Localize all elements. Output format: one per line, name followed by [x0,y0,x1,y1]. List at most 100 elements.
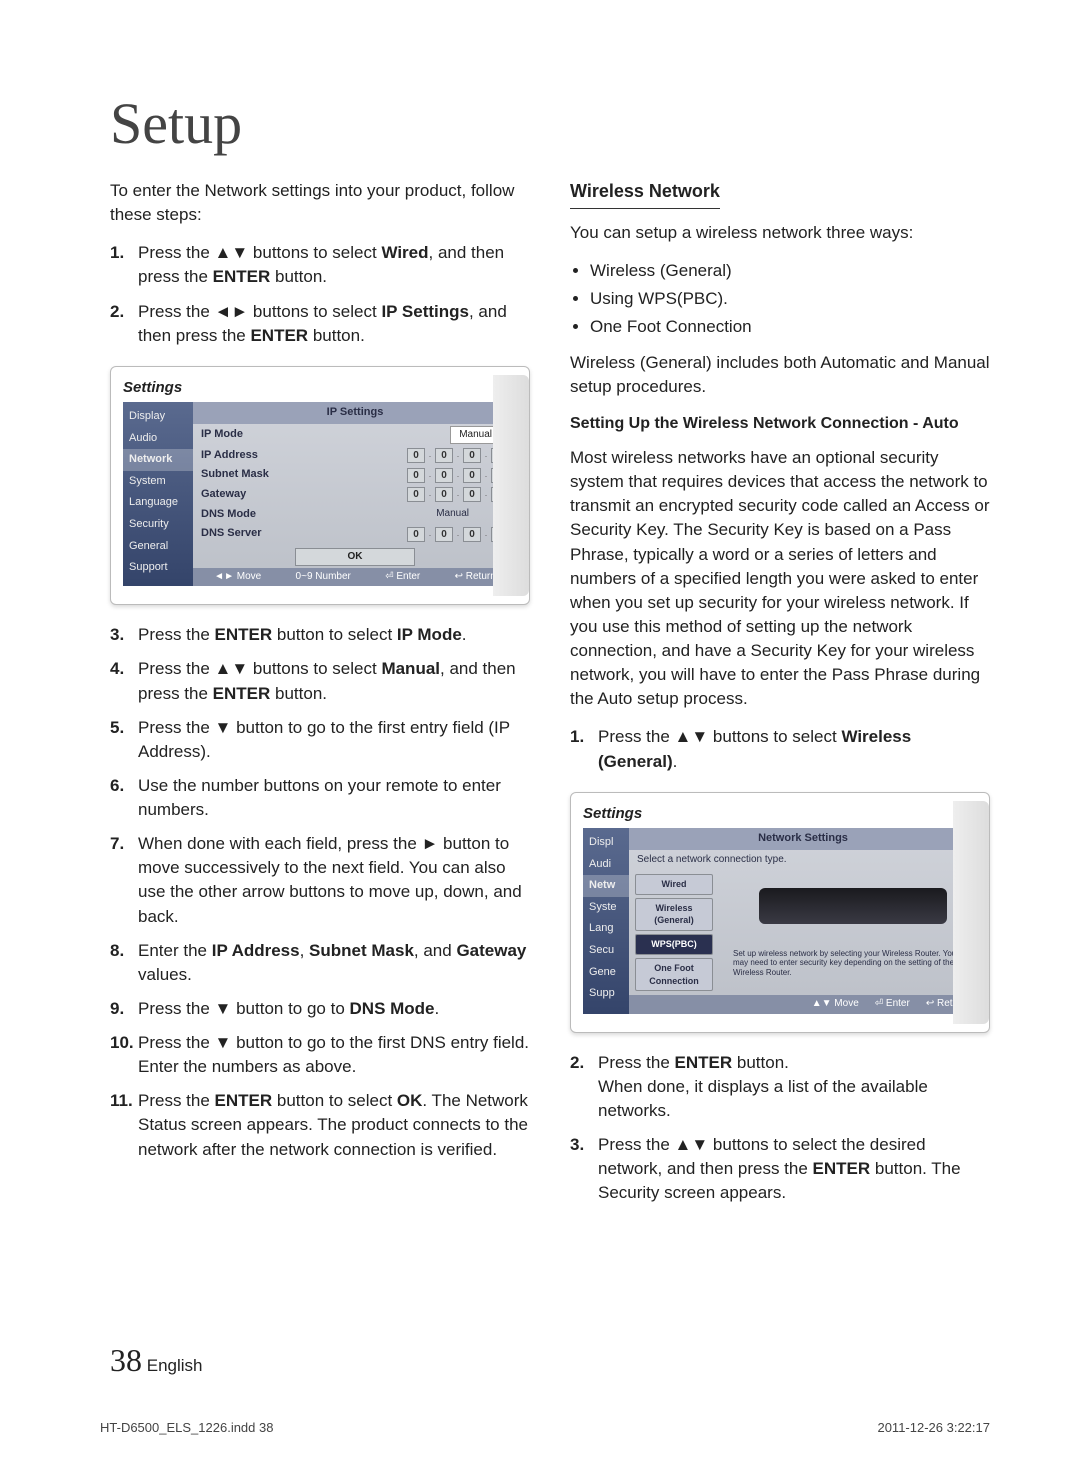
step-item: Use the number buttons on your remote to… [110,774,530,822]
ui1-row-label: IP Mode [201,427,444,443]
hint-item: ▲▼ Move [812,997,859,1011]
ui1-side-item[interactable]: Network [123,449,193,471]
ip-octet-group[interactable]: 0.0.0.0 [407,468,509,483]
ui2-panel-title: Network Settings [629,828,977,850]
file-info-right: 2011-12-26 3:22:17 [877,1420,990,1435]
ui2-side-item[interactable]: Gene [583,962,629,984]
ui1-row-label: Subnet Mask [201,467,401,483]
ip-octet-group[interactable]: 0.0.0.0 [407,487,509,502]
ui1-row: Gateway0.0.0.0 [193,485,517,505]
bullet-item: Wireless (General) [590,259,990,283]
left-column: To enter the Network settings into your … [110,179,530,1223]
step-item: Press the ▲▼ buttons to select Wireless … [570,725,990,773]
ui1-row-label: IP Address [201,448,401,464]
steps-b: Press the ENTER button to select IP Mode… [110,623,530,1161]
step-item: Press the ENTER button to select OK. The… [110,1089,530,1161]
steps-c: Press the ▲▼ buttons to select Wireless … [570,725,990,773]
ui2-prompt: Select a network connection type. [629,850,977,870]
ui1-side-item[interactable]: Language [123,492,193,514]
ui1-side-item[interactable]: Security [123,514,193,536]
hint-item: ↩ Return [926,997,967,1011]
ip-octet[interactable]: 0 [491,527,509,542]
intro-right: You can setup a wireless network three w… [570,221,990,245]
ip-octet-group[interactable]: 0.0.0.0 [407,527,509,542]
step-item: Press the ENTER button to select IP Mode… [110,623,530,647]
step-item: Press the ▲▼ buttons to select Wired, an… [110,241,530,289]
page-lang: English [147,1356,203,1375]
step-item: Press the ENTER button.When done, it dis… [570,1051,990,1123]
dns-mode-value: Manual [436,507,509,521]
ui2-main: Network Settings Select a network connec… [629,828,977,1014]
step-item: Press the ▼ button to go to DNS Mode. [110,997,530,1021]
ip-octet-group[interactable]: 0.0.0.0 [407,448,509,463]
ui1-side-item[interactable]: General [123,536,193,558]
network-type-option[interactable]: One Foot Connection [635,958,713,992]
ip-octet[interactable]: 0 [407,487,425,502]
ui1-row: DNS Server 0.0.0.0 [193,524,517,544]
wireless-network-heading: Wireless Network [570,179,720,209]
network-settings-screenshot: Settings DisplAudiNetwSysteLangSecuGeneS… [570,792,990,1033]
ui1-row: DNS Mode Manual [193,505,517,525]
step-item: Press the ◄► buttons to select IP Settin… [110,300,530,348]
router-image [759,888,947,924]
page-number: 38 [110,1342,142,1378]
ui1-header: Settings [123,377,517,398]
ip-octet[interactable]: 0 [463,527,481,542]
step-item: Press the ▲▼ buttons to select Manual, a… [110,657,530,705]
ui2-side-item[interactable]: Displ [583,832,629,854]
wireless-ways-list: Wireless (General)Using WPS(PBC).One Foo… [570,259,990,339]
ui1-row: IP Mode Manual [193,424,517,446]
ip-octet[interactable]: 0 [491,487,509,502]
ui1-row: IP Address 0.0.0.0 [193,446,517,466]
network-type-option[interactable]: Wireless (General) [635,898,713,932]
hint-item: ⏎ Enter [875,997,910,1011]
ui2-desc: Set up wireless network by selecting you… [733,949,971,978]
ui1-row-label: DNS Mode [201,507,430,523]
file-info-bar: HT-D6500_ELS_1226.indd 38 2011-12-26 3:2… [100,1420,990,1435]
intro-left: To enter the Network settings into your … [110,179,530,227]
ui1-side-item[interactable]: Support [123,557,193,579]
ip-octet[interactable]: 0 [491,468,509,483]
ui1-side-item[interactable]: Audio [123,428,193,450]
ui2-sidebar: DisplAudiNetwSysteLangSecuGeneSupp [583,828,629,1014]
bullet-item: One Foot Connection [590,315,990,339]
ip-octet[interactable]: 0 [435,448,453,463]
ip-octet[interactable]: 0 [435,527,453,542]
ip-octet[interactable]: 0 [407,468,425,483]
para2: Most wireless networks have an optional … [570,446,990,711]
file-info-left: HT-D6500_ELS_1226.indd 38 [100,1420,273,1435]
network-type-option[interactable]: WPS(PBC) [635,934,713,955]
ui2-side-item[interactable]: Secu [583,940,629,962]
ui1-row-label: DNS Server [201,526,401,542]
ui1-hint-bar: ◄► Move0~9 Number⏎ Enter↩ Return [193,568,517,586]
ui2-side-item[interactable]: Syste [583,897,629,919]
ip-octet[interactable]: 0 [407,527,425,542]
ui2-side-item[interactable]: Supp [583,983,629,1005]
steps-d: Press the ENTER button.When done, it dis… [570,1051,990,1206]
ui2-side-item[interactable]: Audi [583,854,629,876]
hint-item: ⏎ Enter [385,570,420,584]
ui1-sidebar: DisplayAudioNetworkSystemLanguageSecurit… [123,402,193,586]
ip-octet[interactable]: 0 [491,448,509,463]
ip-octet[interactable]: 0 [463,468,481,483]
auto-subhead: Setting Up the Wireless Network Connecti… [570,413,990,436]
ip-octet[interactable]: 0 [463,448,481,463]
ip-octet[interactable]: 0 [435,487,453,502]
ip-mode-select[interactable]: Manual [450,426,509,444]
ui2-side-item[interactable]: Lang [583,918,629,940]
steps-a: Press the ▲▼ buttons to select Wired, an… [110,241,530,348]
ui2-side-item[interactable]: Netw [583,875,629,897]
network-type-option[interactable]: Wired [635,874,713,895]
page-title: Setup [110,90,990,157]
ip-octet[interactable]: 0 [463,487,481,502]
step-item: When done with each field, press the ► b… [110,832,530,929]
hint-item: ◄► Move [214,570,261,584]
ip-octet[interactable]: 0 [407,448,425,463]
step-item: Enter the IP Address, Subnet Mask, and G… [110,939,530,987]
ui1-row: Subnet Mask 0.0.0.0 [193,465,517,485]
ui2-hint-bar: ▲▼ Move ⏎ Enter ↩ Return [629,995,977,1013]
ui1-side-item[interactable]: Display [123,406,193,428]
ui1-side-item[interactable]: System [123,471,193,493]
ip-octet[interactable]: 0 [435,468,453,483]
ok-button[interactable]: OK [295,548,415,566]
